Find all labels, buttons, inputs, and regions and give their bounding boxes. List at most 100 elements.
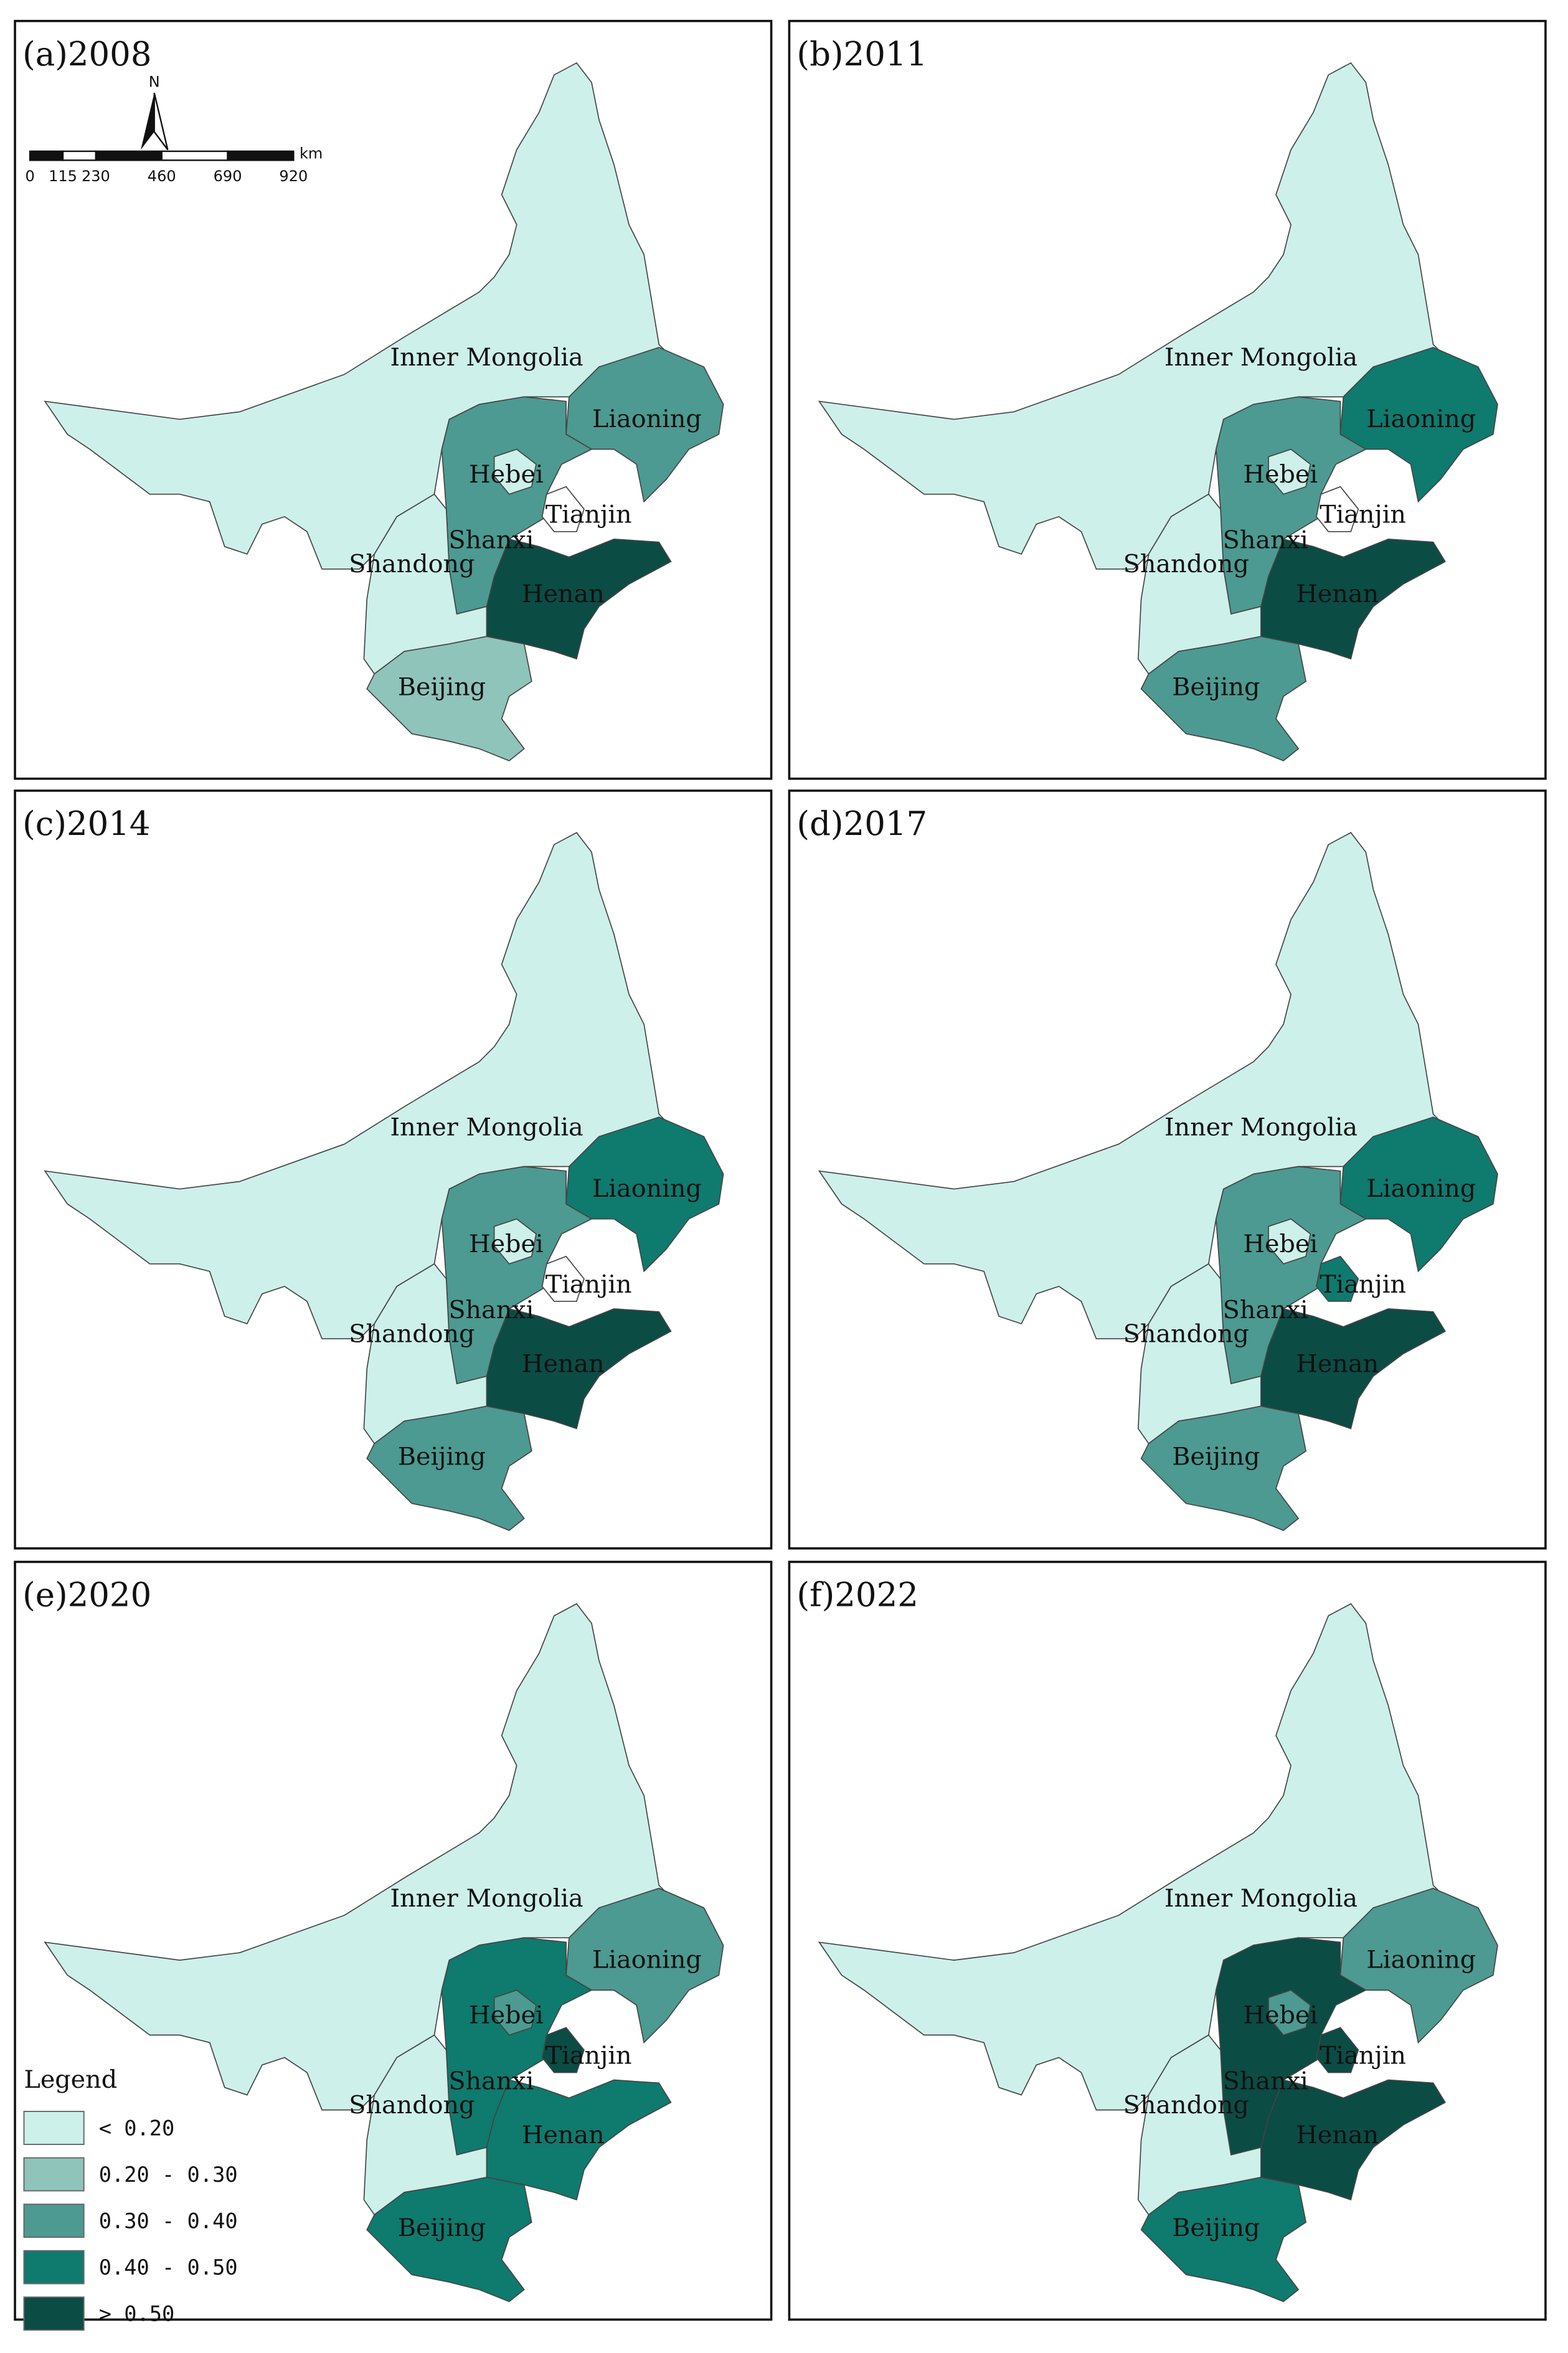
map-panel: Inner Mongolia Liaoning Hebei ShanxiShandon…: [14, 790, 773, 1550]
region: [565, 347, 724, 503]
region-label: Henan: [522, 1349, 605, 1378]
north-arrow: [153, 92, 169, 151]
map-panel: Inner Mongolia Liaoning Hebei ShanxiShandon…: [788, 1560, 1547, 2321]
north-label: N: [149, 73, 160, 90]
region: [1140, 1405, 1307, 1531]
region-label: Henan: [1296, 1349, 1379, 1378]
region-label: Inner Mongolia: [1164, 1884, 1358, 1913]
scale-segment: [62, 150, 97, 161]
panel-title: (f)2022: [796, 1577, 918, 1615]
region: [366, 2177, 532, 2303]
region-label: Shanxi: [448, 526, 534, 555]
region: [366, 636, 532, 762]
scale-tick-label: 460: [148, 167, 176, 185]
scale-tick-label: 230: [82, 167, 110, 185]
region-label: Hebei: [1243, 1230, 1318, 1258]
region: [1339, 1116, 1498, 1273]
region-label: Beijing: [398, 2214, 486, 2242]
region-label: Tianjin: [545, 1270, 632, 1299]
region-label: Tianjin: [1320, 2041, 1406, 2070]
region-label: Beijing: [1172, 2214, 1260, 2242]
region-label: Henan: [522, 580, 605, 608]
region: [1339, 347, 1498, 503]
region-label: Hebei: [469, 2001, 544, 2030]
region: [1140, 636, 1307, 762]
region-label: Hebei: [469, 460, 544, 489]
region: [1268, 1989, 1311, 2036]
region-label: Tianjin: [1320, 1270, 1406, 1299]
scale-tick-label: 690: [214, 167, 242, 185]
region-label: Hebei: [469, 1230, 544, 1258]
region-label: Hebei: [1243, 460, 1318, 489]
legend-label: 0.40 - 0.50: [99, 2255, 238, 2280]
region-label: Tianjin: [545, 2041, 632, 2070]
region-label: Beijing: [398, 1442, 486, 1471]
legend-swatch: [23, 2111, 85, 2145]
map-panel: Inner Mongolia Liaoning Hebei ShanxiShandon…: [14, 1560, 773, 2321]
region-label: Shanxi: [1223, 2067, 1308, 2095]
region-label: Liaoning: [1366, 405, 1476, 433]
scale-tick-label: 0: [25, 167, 34, 185]
region: [493, 1989, 537, 2036]
region-label: Liaoning: [1366, 1946, 1476, 1974]
legend-title: Legend: [24, 2065, 117, 2094]
region: [493, 1218, 537, 1265]
scale-unit: km: [300, 145, 323, 163]
region-label: Inner Mongolia: [1164, 1113, 1358, 1141]
panel-title: (c)2014: [22, 805, 151, 843]
region: [541, 486, 585, 532]
region-label: Shandong: [349, 2091, 475, 2120]
scale-segment: [29, 150, 64, 161]
panel-title: (d)2017: [796, 805, 927, 843]
region: [493, 448, 537, 495]
panel-title: (e)2020: [22, 1577, 151, 1615]
region-label: Henan: [1296, 2121, 1379, 2149]
map-panel: Inner Mongolia Liaoning Hebei ShanxiShandon…: [14, 19, 773, 780]
legend-swatch: [23, 2204, 85, 2238]
region: [366, 1405, 532, 1531]
region-label: Liaoning: [592, 1174, 702, 1203]
panel-title: (b)2011: [796, 35, 927, 73]
scale-segment: [227, 150, 295, 161]
region: [1339, 1887, 1498, 2044]
scale-segment: [161, 150, 229, 161]
region-label: Shandong: [349, 1319, 475, 1348]
region-label: Inner Mongolia: [390, 343, 583, 372]
region-label: Tianjin: [545, 501, 632, 529]
scale-tick-label: 920: [279, 167, 308, 185]
region: [1316, 486, 1359, 532]
region-label: Shandong: [1123, 550, 1249, 578]
region: [1316, 2027, 1359, 2073]
region-label: Liaoning: [592, 1946, 702, 1974]
region-label: Inner Mongolia: [1164, 343, 1358, 372]
region: [1268, 1218, 1311, 1265]
region: [541, 1255, 585, 1302]
region-label: Shanxi: [1223, 1296, 1308, 1324]
region-label: Henan: [522, 2121, 605, 2149]
region-label: Inner Mongolia: [390, 1113, 583, 1141]
legend-label: < 0.20: [99, 2116, 175, 2140]
north-arrow: [141, 93, 154, 150]
region-label: Hebei: [1243, 2001, 1318, 2030]
legend-swatch: [23, 2250, 85, 2285]
region-label: Beijing: [1172, 672, 1260, 701]
map-panel: Inner Mongolia Liaoning Hebei ShanxiShandon…: [788, 19, 1547, 780]
region-label: Shanxi: [448, 1296, 534, 1324]
region-label: Shandong: [1123, 2091, 1249, 2120]
region-label: Tianjin: [1320, 501, 1406, 529]
panel-title: (a)2008: [22, 35, 151, 73]
region-label: Henan: [1296, 580, 1379, 608]
region-label: Beijing: [1172, 1442, 1260, 1471]
legend: Legend < 0.20 0.20 - 0.30 0.30 - 0.40 0.40 -…: [23, 2065, 238, 2331]
region-label: Liaoning: [592, 405, 702, 433]
region: [1268, 448, 1311, 495]
region: [565, 1116, 724, 1273]
region-label: Shanxi: [1223, 526, 1308, 555]
region-label: Shanxi: [448, 2067, 534, 2095]
scale-bar: 0 115 230 460 690 920 km N: [25, 73, 323, 185]
region: [1316, 1255, 1359, 1302]
legend-label: 0.30 - 0.40: [99, 2209, 238, 2233]
legend-label: 0.20 - 0.30: [99, 2162, 238, 2187]
map-panel: Inner Mongolia Liaoning Hebei ShanxiShandon…: [788, 790, 1547, 1550]
